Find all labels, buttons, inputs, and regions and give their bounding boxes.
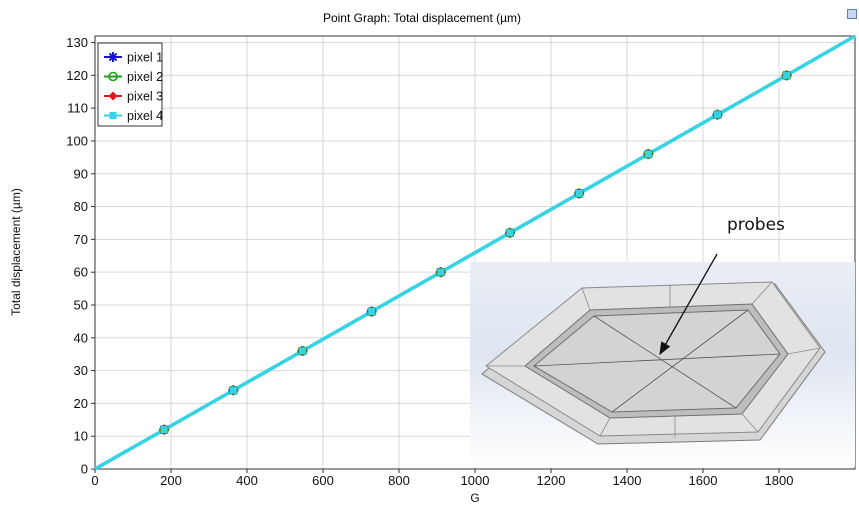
y-tick-label: 50	[74, 297, 88, 312]
data-point-marker	[229, 386, 237, 394]
x-tick-label: 200	[160, 473, 182, 488]
chart-title: Point Graph: Total displacement (µm)	[323, 11, 521, 25]
x-tick-label: 600	[312, 473, 334, 488]
y-axis-label: Total displacement (µm)	[9, 188, 23, 316]
series-layer	[94, 34, 856, 471]
data-point-marker	[437, 268, 445, 276]
x-axis-label: G	[470, 491, 479, 505]
data-point-marker	[368, 308, 376, 316]
ring-segment-line	[741, 413, 759, 433]
ring-segment-line	[787, 347, 821, 355]
data-point-marker	[160, 426, 168, 434]
y-tick-label: 0	[81, 462, 88, 477]
legend-label: pixel 2	[127, 70, 163, 84]
legend-label: pixel 3	[127, 90, 163, 104]
legend-item: pixel 2	[104, 70, 163, 84]
data-point-marker	[506, 229, 514, 237]
y-tick-label: 110	[67, 101, 88, 116]
y-tick-label: 60	[74, 265, 88, 280]
y-tick-label: 30	[74, 363, 88, 378]
legend-item: pixel 1	[104, 51, 163, 65]
legend: pixel 1 pixel 2 pixel 3 pixel 4	[97, 42, 163, 127]
legend-marker	[108, 91, 118, 101]
plate-diagonal-3	[533, 353, 781, 367]
y-tick-label: 10	[74, 429, 88, 444]
y-tick-label: 80	[74, 199, 88, 214]
legend-item: pixel 4	[104, 109, 163, 123]
x-tick-label: 800	[388, 473, 410, 488]
legend-label: pixel 4	[127, 109, 163, 123]
legend-item: pixel 3	[104, 90, 163, 104]
ring-segment-line	[751, 281, 773, 305]
y-tick-label: 90	[74, 166, 88, 181]
data-point-marker	[575, 189, 583, 197]
x-tick-label: 1800	[765, 473, 794, 488]
y-tick-label: 120	[66, 68, 88, 83]
ring-segment-line	[599, 417, 611, 437]
legend-marker	[108, 52, 118, 62]
plate-diagonal-1	[593, 315, 737, 409]
legend-label: pixel 1	[127, 51, 163, 65]
legend-marker	[109, 112, 117, 119]
y-tick-label: 40	[74, 330, 88, 345]
data-point-marker	[783, 71, 791, 79]
x-tick-label: 1200	[537, 473, 566, 488]
y-tick-label: 20	[74, 396, 88, 411]
plate-diagonal-2	[611, 309, 749, 413]
x-tick-label: 1600	[689, 473, 718, 488]
data-point-marker	[713, 111, 721, 119]
y-tick-label: 130	[66, 35, 88, 50]
geometry-inset-image	[470, 262, 855, 467]
y-tick-label: 100	[66, 133, 88, 148]
series-pixel-4	[94, 34, 856, 471]
y-tick-label: 70	[74, 232, 88, 247]
x-tick-label: 1400	[613, 473, 642, 488]
x-tick-label: 400	[236, 473, 258, 488]
hexagon-model-render	[481, 281, 826, 445]
data-point-marker	[644, 150, 652, 158]
x-tick-label: 1000	[461, 473, 490, 488]
probes-annotation: probes	[727, 215, 785, 235]
x-tick-label: 0	[91, 473, 98, 488]
series-line	[94, 34, 856, 471]
ring-segment-line	[581, 287, 591, 311]
data-point-marker	[298, 347, 306, 355]
legend-marker	[108, 71, 118, 82]
axis-ticks: 0 200 400 600 800 1000 1200 1400 1600 1800 0 10 20 30…	[66, 35, 793, 488]
graph-options-icon[interactable]	[847, 9, 857, 19]
